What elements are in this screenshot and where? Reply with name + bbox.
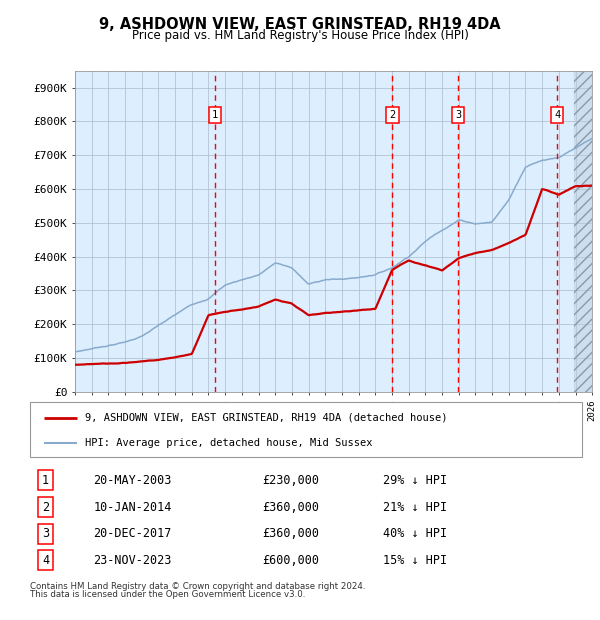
Text: £360,000: £360,000 (262, 527, 319, 540)
Text: 2: 2 (42, 500, 49, 513)
Text: 4: 4 (554, 110, 560, 120)
Text: 9, ASHDOWN VIEW, EAST GRINSTEAD, RH19 4DA: 9, ASHDOWN VIEW, EAST GRINSTEAD, RH19 4D… (99, 17, 501, 32)
Text: Contains HM Land Registry data © Crown copyright and database right 2024.: Contains HM Land Registry data © Crown c… (30, 582, 365, 591)
Text: 20-MAY-2003: 20-MAY-2003 (94, 474, 172, 487)
Bar (574, 71, 592, 392)
Text: 23-NOV-2023: 23-NOV-2023 (94, 554, 172, 567)
Text: HPI: Average price, detached house, Mid Sussex: HPI: Average price, detached house, Mid … (85, 438, 373, 448)
Text: £230,000: £230,000 (262, 474, 319, 487)
Bar (574, 71, 592, 392)
Text: 15% ↓ HPI: 15% ↓ HPI (383, 554, 448, 567)
Text: 9, ASHDOWN VIEW, EAST GRINSTEAD, RH19 4DA (detached house): 9, ASHDOWN VIEW, EAST GRINSTEAD, RH19 4D… (85, 413, 448, 423)
Text: Price paid vs. HM Land Registry's House Price Index (HPI): Price paid vs. HM Land Registry's House … (131, 29, 469, 42)
Text: 4: 4 (42, 554, 49, 567)
Text: £600,000: £600,000 (262, 554, 319, 567)
Text: 3: 3 (455, 110, 461, 120)
Text: £360,000: £360,000 (262, 500, 319, 513)
Text: This data is licensed under the Open Government Licence v3.0.: This data is licensed under the Open Gov… (30, 590, 305, 600)
Text: 40% ↓ HPI: 40% ↓ HPI (383, 527, 448, 540)
Text: 3: 3 (42, 527, 49, 540)
FancyBboxPatch shape (30, 402, 582, 457)
Text: 29% ↓ HPI: 29% ↓ HPI (383, 474, 448, 487)
Text: 21% ↓ HPI: 21% ↓ HPI (383, 500, 448, 513)
Text: 2: 2 (389, 110, 395, 120)
Text: 10-JAN-2014: 10-JAN-2014 (94, 500, 172, 513)
Text: 1: 1 (42, 474, 49, 487)
Text: 20-DEC-2017: 20-DEC-2017 (94, 527, 172, 540)
Text: 1: 1 (212, 110, 218, 120)
